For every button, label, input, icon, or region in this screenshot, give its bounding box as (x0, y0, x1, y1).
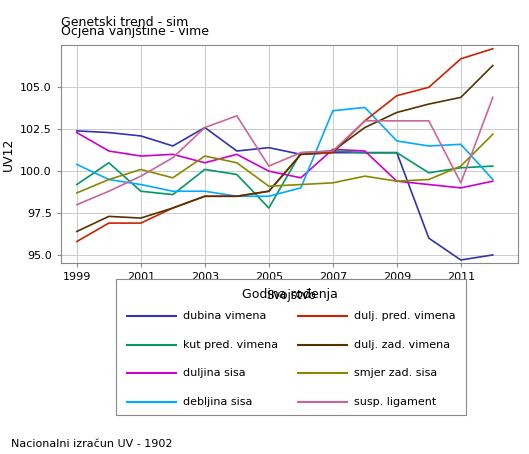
Y-axis label: UV12: UV12 (2, 138, 14, 171)
Text: debljina sisa: debljina sisa (183, 397, 252, 407)
Text: Genetski trend - sim: Genetski trend - sim (61, 16, 188, 29)
Text: kut pred. vimena: kut pred. vimena (183, 340, 278, 350)
Text: dubina vimena: dubina vimena (183, 311, 266, 321)
Text: smjer zad. sisa: smjer zad. sisa (354, 368, 437, 378)
X-axis label: Godina rođenja: Godina rođenja (242, 288, 338, 301)
Text: susp. ligament: susp. ligament (354, 397, 436, 407)
Text: Svojstvo: Svojstvo (266, 289, 316, 302)
Text: Ocjena vanjštine - vime: Ocjena vanjštine - vime (61, 25, 209, 38)
Text: dulj. pred. vimena: dulj. pred. vimena (354, 311, 455, 321)
Text: duljina sisa: duljina sisa (183, 368, 245, 378)
Text: Nacionalni izračun UV - 1902: Nacionalni izračun UV - 1902 (11, 439, 172, 449)
Text: dulj. zad. vimena: dulj. zad. vimena (354, 340, 450, 350)
